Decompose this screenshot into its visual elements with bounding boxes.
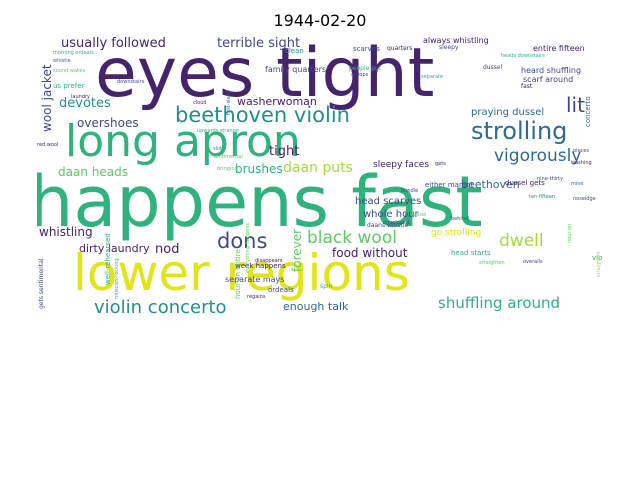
- word: noseidge: [573, 196, 596, 202]
- word: slot: [213, 146, 223, 152]
- word: violin: [592, 254, 603, 262]
- word: mine: [571, 181, 584, 187]
- word: gets: [435, 161, 446, 167]
- word: first-sleep: [226, 90, 232, 115]
- word: brushes: [235, 162, 283, 176]
- word: downstairs: [117, 79, 145, 85]
- word: whistling: [39, 225, 93, 239]
- word: nod: [155, 242, 180, 257]
- word: dussel gets: [505, 179, 545, 187]
- word: hour-on entire: [234, 249, 242, 299]
- chart-title: 1944-02-20: [273, 11, 367, 30]
- word: beethoven violin: [175, 103, 350, 127]
- word: family quarters: [265, 65, 327, 74]
- word: sentimental: [213, 154, 243, 160]
- word: shuffling around: [438, 294, 561, 312]
- word: gets sentimental: [38, 258, 45, 309]
- word: dirty laundry: [79, 242, 150, 255]
- word: week happens: [235, 262, 286, 270]
- word: sussel: [411, 212, 427, 218]
- word: ordeals: [268, 286, 294, 294]
- word: morning ordeals: [53, 50, 94, 56]
- word: enough talk: [283, 300, 349, 313]
- word: separate mays: [225, 275, 285, 284]
- word: daan puts: [283, 160, 353, 176]
- word: dwell: [499, 231, 544, 251]
- word: bundle: [401, 188, 419, 194]
- word: muscles-rocking: [114, 258, 120, 299]
- word: wool jacket: [40, 64, 54, 132]
- word: black wool: [307, 228, 397, 248]
- word: straighten: [596, 251, 602, 277]
- word: enveloped: [383, 220, 410, 226]
- word: strolling: [471, 117, 568, 145]
- word: well-rehearsed: [104, 233, 112, 285]
- word: scoops: [351, 72, 369, 78]
- word: spin: [320, 283, 333, 290]
- word: devotes: [59, 96, 111, 111]
- word: upwards strange: [197, 128, 239, 134]
- word: usually followed: [61, 37, 166, 51]
- word: hour-on: [567, 223, 573, 243]
- word: disappears: [255, 258, 283, 264]
- word: people put: [349, 65, 382, 72]
- word: always whistling: [423, 37, 489, 45]
- word: tight: [269, 144, 300, 159]
- word: happens fast: [37, 161, 483, 243]
- word: laundry: [71, 94, 90, 100]
- word: red wool: [37, 142, 59, 148]
- word: go strolling: [431, 228, 482, 238]
- word: nine-thirty: [537, 176, 564, 182]
- word: daans whistle: [367, 222, 409, 229]
- word: behind: [451, 216, 469, 222]
- word: head starts: [451, 249, 491, 257]
- word: scarf around: [523, 75, 574, 84]
- word: violin concerto: [94, 297, 227, 318]
- word: regains: [247, 294, 266, 300]
- word: overalls: [523, 259, 543, 265]
- word: separate: [421, 74, 444, 80]
- word: scarves: [353, 45, 380, 53]
- word: heard shuffling: [521, 66, 582, 75]
- word: quarters: [387, 45, 413, 52]
- word: ten-fifteen: [529, 194, 556, 200]
- word: sleepy faces: [373, 160, 430, 170]
- word: straighten: [479, 260, 505, 266]
- word: pieces: [573, 148, 590, 154]
- word: bringing: [217, 166, 238, 172]
- word: dussel: [483, 64, 503, 71]
- word: head scarves: [355, 196, 422, 207]
- word: eyes tight: [95, 37, 435, 113]
- word: washerwoman: [237, 95, 317, 108]
- word: clean: [285, 47, 304, 55]
- word: dons: [217, 229, 268, 253]
- word: overshoes: [77, 116, 139, 130]
- word: either margot: [425, 181, 474, 189]
- word: entire fifteen: [533, 44, 585, 53]
- word-cloud: lower regions happens fast eyes tight lo…: [37, 37, 603, 320]
- word: sleepy: [439, 44, 459, 51]
- word: lit: [566, 93, 585, 117]
- word: whole hour: [363, 209, 419, 220]
- word: long apron: [65, 116, 301, 167]
- word: everything happens: [245, 222, 251, 273]
- word: whistle: [53, 58, 71, 64]
- word: cloud: [193, 100, 207, 106]
- word: heads downstairs: [501, 53, 545, 59]
- word: food without: [332, 246, 408, 260]
- word: terrible sight: [217, 37, 301, 51]
- word: sound wakes: [53, 68, 86, 74]
- word: fast: [521, 83, 533, 90]
- word: lower regions: [73, 244, 410, 302]
- word: daan heads: [58, 165, 128, 179]
- word: concerto: [584, 96, 592, 127]
- word: washing: [571, 160, 592, 166]
- word: vigorously: [494, 146, 582, 166]
- word: praying dussel: [471, 107, 545, 118]
- word: beethoven: [461, 178, 520, 191]
- word: forever: [290, 228, 304, 272]
- word: us prefer: [53, 82, 85, 90]
